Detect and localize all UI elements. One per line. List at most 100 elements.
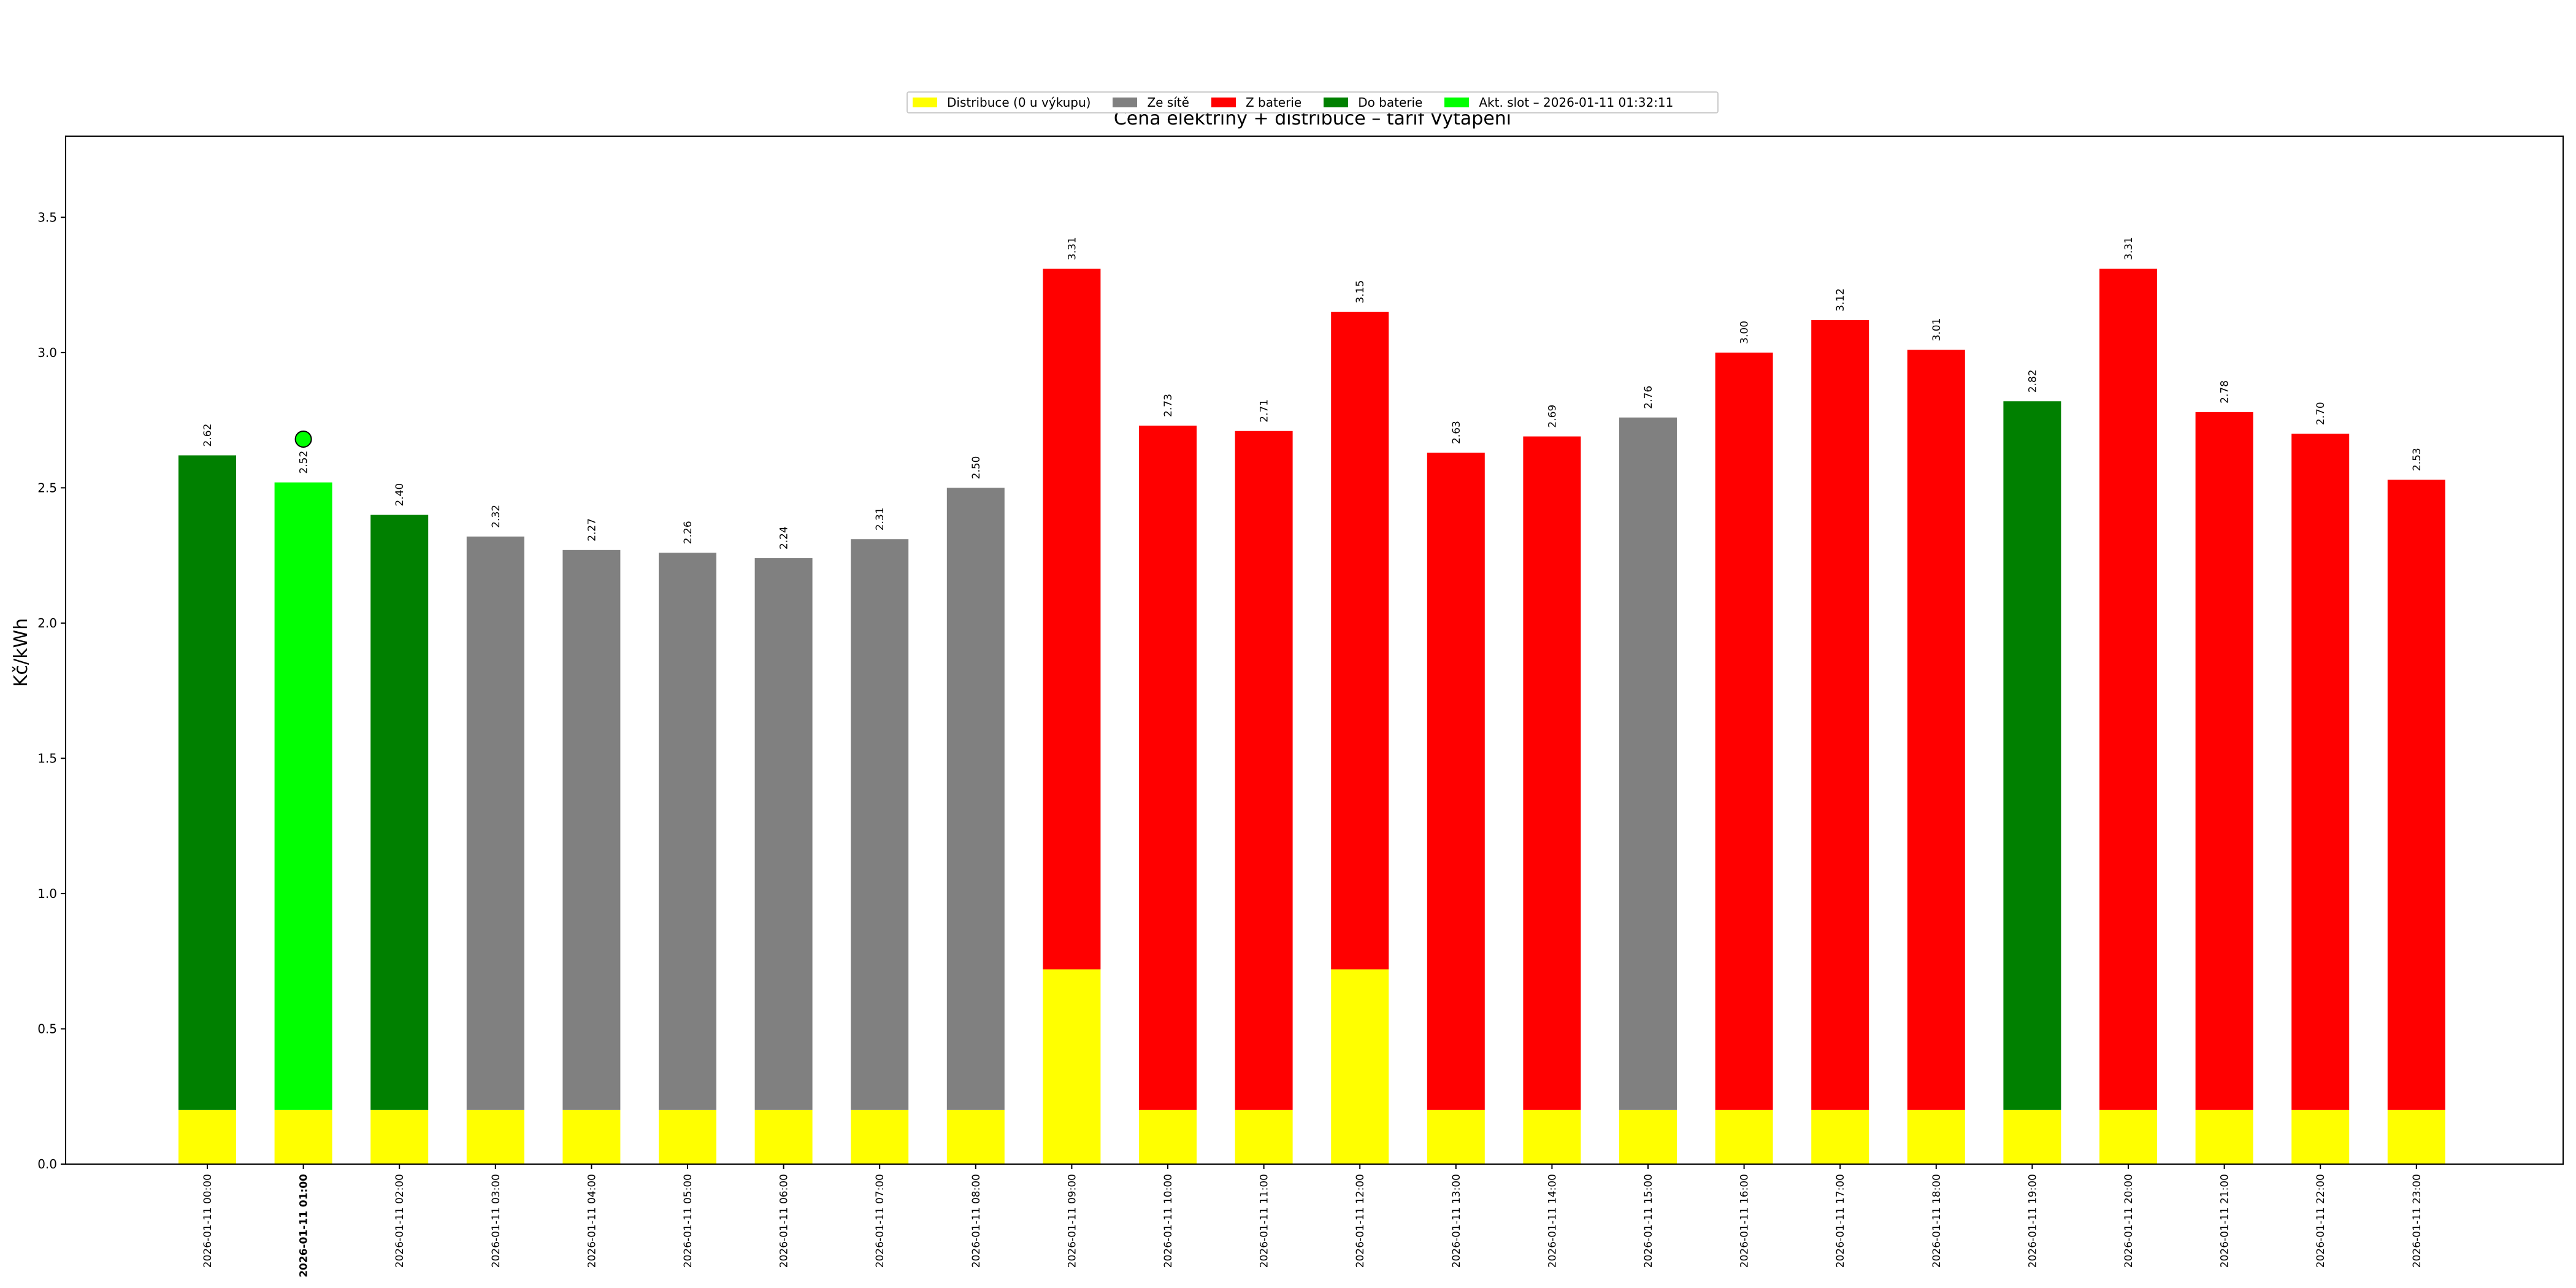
x-tick-label: 2026-01-11 11:00 xyxy=(1259,1174,1271,1268)
x-tick-label: 2026-01-11 19:00 xyxy=(2026,1174,2039,1268)
value-label: 2.27 xyxy=(586,518,598,542)
legend-label: Z baterie xyxy=(1245,95,1302,110)
current-slot-marker xyxy=(294,430,312,448)
y-tick-label: 2.5 xyxy=(37,480,57,495)
bar-distribuce xyxy=(1715,1110,1773,1164)
value-label: 3.31 xyxy=(1066,237,1078,260)
x-tick-label: 2026-01-11 21:00 xyxy=(2219,1174,2231,1268)
value-label: 2.62 xyxy=(202,424,214,447)
legend-item-z-baterie: Z baterie xyxy=(1211,95,1301,110)
value-label: 3.01 xyxy=(1931,318,1943,342)
bar-distribuce xyxy=(2099,1110,2157,1164)
bar-ze-site xyxy=(946,488,1005,1110)
value-label: 2.70 xyxy=(2315,402,2327,425)
value-label: 2.53 xyxy=(2411,448,2423,471)
x-tick-label: 2026-01-11 04:00 xyxy=(586,1174,598,1268)
value-label: 3.15 xyxy=(1354,280,1367,304)
bar-distribuce xyxy=(1619,1110,1677,1164)
bar-distribuce xyxy=(370,1110,429,1164)
bar-distribuce xyxy=(1139,1110,1197,1164)
bar-z-baterie xyxy=(1715,352,1773,1110)
bar-do-baterie xyxy=(178,455,236,1110)
x-tick-label: 2026-01-11 08:00 xyxy=(970,1174,983,1268)
x-tick-label: 2026-01-11 23:00 xyxy=(2411,1174,2423,1268)
bar-distribuce xyxy=(178,1110,236,1164)
bar-distribuce xyxy=(659,1110,716,1164)
bar-distribuce xyxy=(2387,1110,2445,1164)
value-label: 2.71 xyxy=(1259,399,1271,423)
bar-do-baterie xyxy=(2003,401,2061,1110)
bar-z-baterie xyxy=(1523,436,1581,1110)
value-label: 2.52 xyxy=(298,451,310,474)
value-label: 2.31 xyxy=(874,507,886,531)
bar-ze-site xyxy=(659,553,716,1110)
bar-ze-site xyxy=(754,558,813,1110)
x-tick-label: 2026-01-11 00:00 xyxy=(202,1174,214,1268)
value-label: 2.40 xyxy=(394,483,406,507)
y-tick-label: 3.0 xyxy=(37,345,57,360)
plot-frame xyxy=(65,136,2564,1165)
x-tick-label: 2026-01-11 15:00 xyxy=(1643,1174,1655,1268)
value-label: 3.12 xyxy=(1834,288,1847,312)
bar-distribuce xyxy=(754,1110,813,1164)
legend-swatch xyxy=(1113,98,1138,107)
bar-distribuce xyxy=(1331,969,1389,1164)
legend-label: Do baterie xyxy=(1358,95,1423,110)
x-axis: 2026-01-11 00:00 2026-01-11 01:00 2026-01-… xyxy=(202,1164,2423,1278)
bar-z-baterie xyxy=(1139,425,1197,1110)
bars-layer xyxy=(178,269,2445,1164)
value-label: 2.69 xyxy=(1546,405,1558,428)
x-tick-label: 2026-01-11 03:00 xyxy=(490,1174,502,1268)
y-axis-label: Kč/kWh xyxy=(10,618,32,687)
legend-item-akt: Akt. slot – 2026-01-11 01:32:11 xyxy=(1444,95,1673,110)
value-label: 2.24 xyxy=(778,526,791,550)
x-tick-label: 2026-01-11 02:00 xyxy=(394,1174,406,1268)
x-tick-label: 2026-01-11 01:00 xyxy=(298,1174,310,1278)
value-label: 3.31 xyxy=(2123,237,2135,260)
legend: Distribuce (0 u výkupu) Ze sítě Z baterie D… xyxy=(907,91,1719,113)
bar-distribuce xyxy=(1907,1110,1965,1164)
legend-label: Distribuce (0 u výkupu) xyxy=(947,95,1091,110)
bar-z-baterie xyxy=(1907,350,1965,1110)
x-tick-label: 2026-01-11 07:00 xyxy=(874,1174,886,1268)
bar-distribuce xyxy=(1811,1110,1869,1164)
bar-z-baterie xyxy=(2195,412,2253,1110)
bar-ze-site xyxy=(466,536,524,1110)
value-label: 2.73 xyxy=(1162,394,1175,417)
bar-do-baterie xyxy=(370,515,429,1110)
legend-swatch xyxy=(1324,98,1349,107)
bar-distribuce xyxy=(274,1110,332,1164)
bar-distribuce xyxy=(851,1110,909,1164)
bar-z-baterie xyxy=(1043,269,1101,970)
bar-akt xyxy=(274,482,332,1110)
bar-distribuce xyxy=(2003,1110,2061,1164)
bar-z-baterie xyxy=(2099,269,2157,1110)
bar-z-baterie xyxy=(1235,431,1293,1110)
y-axis: 0.0 0.5 1.0 1.5 2.0 2.5 3.0 3.5 xyxy=(37,210,66,1171)
y-tick-label: 1.5 xyxy=(37,751,57,765)
x-tick-label: 2026-01-11 12:00 xyxy=(1354,1174,1367,1268)
bar-distribuce xyxy=(1427,1110,1485,1164)
value-label: 2.26 xyxy=(682,521,694,544)
legend-label: Ze sítě xyxy=(1147,95,1189,110)
legend-swatch xyxy=(1444,98,1470,107)
value-label: 2.63 xyxy=(1451,421,1463,444)
bar-z-baterie xyxy=(1811,320,1869,1110)
x-tick-label: 2026-01-11 06:00 xyxy=(778,1174,791,1268)
x-tick-label: 2026-01-11 17:00 xyxy=(1834,1174,1847,1268)
value-label: 2.82 xyxy=(2026,369,2039,393)
bar-z-baterie xyxy=(1331,312,1389,970)
value-label: 2.76 xyxy=(1643,386,1655,409)
y-tick-label: 0.5 xyxy=(37,1021,57,1036)
bar-distribuce xyxy=(1235,1110,1293,1164)
bar-ze-site xyxy=(562,550,621,1110)
bar-distribuce xyxy=(2195,1110,2253,1164)
bar-z-baterie xyxy=(2387,480,2445,1110)
legend-item-distribuce: Distribuce (0 u výkupu) xyxy=(913,95,1091,110)
x-tick-label: 2026-01-11 05:00 xyxy=(682,1174,694,1268)
x-tick-label: 2026-01-11 18:00 xyxy=(1931,1174,1943,1268)
x-tick-label: 2026-01-11 13:00 xyxy=(1451,1174,1463,1268)
bar-distribuce xyxy=(1043,969,1101,1164)
bar-distribuce xyxy=(562,1110,621,1164)
x-tick-label: 2026-01-11 16:00 xyxy=(1739,1174,1751,1268)
